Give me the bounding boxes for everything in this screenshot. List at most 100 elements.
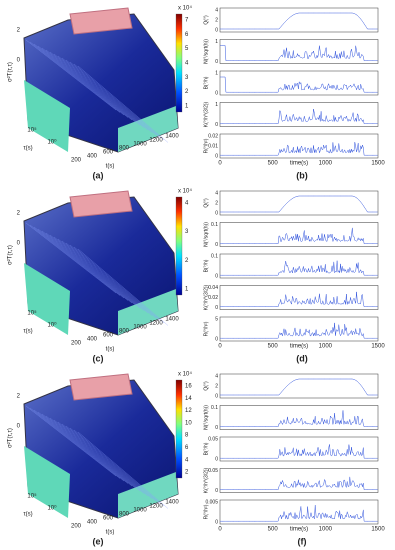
colorbar-exponent: x 10⁴	[178, 371, 192, 378]
trace-line	[220, 378, 378, 396]
x-tick-label: 500	[268, 344, 279, 350]
z-label: σ²T(τ,τ)	[8, 245, 14, 265]
colorbar-tick-label: 4	[185, 61, 189, 67]
mesh-line	[37, 228, 129, 301]
subplot-y-tick-label: 0.02	[208, 133, 218, 139]
x-tick-label: 600	[103, 333, 114, 339]
subplot-y-label: K(°/h^(3/2))	[203, 284, 209, 310]
x-tick-label: 200	[71, 341, 82, 347]
subplot-y-tick-label: 0	[215, 27, 218, 33]
subplot-y-tick-label: 0	[215, 273, 218, 279]
subplot-frame	[219, 7, 379, 33]
trace-line	[220, 476, 378, 490]
subplot-y-tick-label: 0	[215, 242, 218, 248]
surface-ridge	[69, 373, 133, 401]
colorbar-tick-label: 4	[185, 201, 189, 207]
subplot-y-tick-label: 1	[215, 70, 218, 76]
panel-caption: (b)	[296, 170, 308, 180]
trace-line	[220, 76, 378, 93]
mesh-line	[61, 423, 153, 499]
y-tick-label: 10⁵	[27, 493, 37, 500]
subplot-y-tick-label: 5	[215, 316, 218, 322]
colorbar-exponent: x 10⁴	[178, 5, 192, 12]
y-label: τ(s)	[23, 512, 32, 518]
subplot-frame	[219, 468, 379, 493]
z-label: σ²T(τ,τ)	[8, 428, 14, 448]
mesh-line	[25, 39, 117, 111]
mesh-line	[37, 45, 129, 118]
x-tick-label: 0	[218, 344, 222, 350]
subplot-frame	[219, 190, 379, 216]
x-tick-label: 1000	[133, 142, 147, 148]
mesh-line	[57, 55, 149, 131]
x-tick-label: 800	[119, 512, 130, 518]
colorbar-tick-label: 6	[185, 445, 189, 451]
mesh-line	[49, 417, 141, 492]
trace-line	[220, 12, 378, 30]
y-tick-label: 10⁵	[27, 127, 37, 134]
mesh-line	[37, 411, 129, 484]
colorbar-tick-label: 10	[185, 420, 192, 426]
subplot-y-tick-label: 0	[215, 336, 218, 342]
surface-low	[24, 80, 70, 152]
subplot-y-label: N(°/sqrt(h))	[203, 405, 209, 430]
mesh-line	[61, 240, 153, 316]
subplot-y-label: Q(°)	[203, 198, 209, 208]
subplot-frame	[219, 499, 379, 525]
subplot-y-tick-label: 0	[215, 59, 218, 65]
x-tick-label: 1000	[319, 527, 333, 533]
trace-line	[220, 260, 378, 276]
x-tick-label: 400	[87, 337, 98, 343]
subplot-y-tick-label: 2	[215, 383, 218, 389]
mesh-line	[25, 222, 117, 294]
mesh-line	[29, 224, 121, 296]
mesh-line	[57, 421, 149, 497]
mesh-line	[45, 232, 137, 306]
mesh-line	[41, 47, 133, 121]
mesh-line	[69, 61, 161, 138]
subplot-frame	[219, 405, 379, 430]
z-tick-label: 0	[17, 424, 21, 430]
trace-line	[220, 504, 378, 522]
subplot-y-tick-label: 0	[215, 305, 218, 311]
subplot-y-label: N(°/sqrt(h))	[203, 39, 209, 64]
trace-line	[220, 195, 378, 213]
y-label: τ(s)	[23, 329, 32, 335]
x-tick-label: 0	[218, 527, 222, 533]
trace-line	[220, 227, 378, 244]
x-tick-label: 600	[103, 516, 114, 522]
x-tick-label: 600	[103, 150, 114, 156]
mesh-line	[73, 429, 165, 507]
x-tick-label: 1400	[165, 317, 179, 323]
x-label: time(s)	[290, 344, 308, 350]
panel-caption: (c)	[93, 353, 104, 363]
panel-caption: (e)	[93, 536, 104, 546]
surface-low	[24, 263, 70, 335]
colorbar-tick-label: 1	[185, 287, 189, 293]
x-tick-label: 1200	[149, 138, 163, 144]
mesh-line	[49, 234, 141, 309]
subplot-y-tick-label: 2	[215, 17, 218, 23]
colorbar-tick-label: 14	[185, 396, 192, 402]
colorbar	[175, 379, 183, 479]
mesh-line	[33, 409, 125, 482]
z-tick-label: 0	[17, 58, 21, 64]
subplot-y-label: B(°/h)	[203, 442, 209, 455]
subplot-y-tick-label: 1	[215, 102, 218, 108]
trace-line	[220, 444, 378, 459]
colorbar-tick-label: 16	[185, 384, 192, 390]
mesh-line	[53, 236, 145, 311]
subplot-y-label: R(°/h²)	[203, 321, 209, 336]
subplot-y-tick-label: 0.04	[208, 285, 218, 291]
subplot-y-tick-label: 0	[215, 210, 218, 216]
x-tick-label: 1500	[371, 527, 385, 533]
surface-low	[24, 446, 70, 518]
subplot-y-label: Q(°)	[203, 381, 209, 391]
mesh-line	[29, 407, 121, 479]
trace-line	[220, 142, 378, 156]
x-label: time(s)	[290, 161, 308, 167]
z-tick-label: 2	[17, 394, 21, 400]
colorbar-tick-label: 6	[185, 32, 189, 38]
mesh-line	[53, 419, 145, 494]
